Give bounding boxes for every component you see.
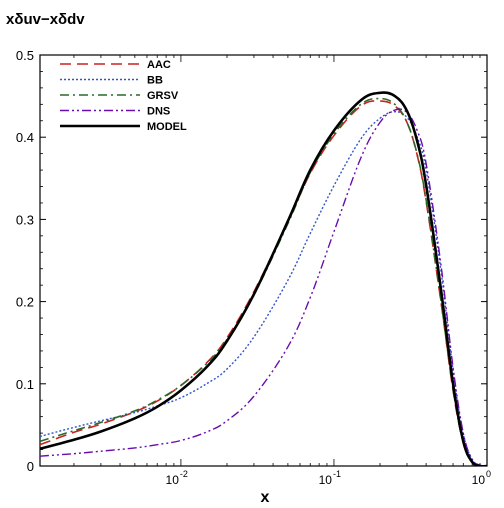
y-tick-label: 0.2 [16,295,34,310]
x-tick-label: 10 -2 [166,469,188,487]
x-tick-exp: 0 [486,469,491,479]
x-tick-base: 10 [472,473,486,487]
x-tick-label: 10 0 [472,469,491,487]
x-tick-base: 10 [319,473,333,487]
legend: AAC BB GRSV DNS MODEL [60,59,187,133]
x-tick-label: 10 -1 [319,469,341,487]
legend-label: BB [147,75,163,87]
y-tick-label: 0.1 [16,377,34,392]
y-tick-label: 0 [27,459,34,474]
x-axis-label: x [261,489,270,506]
chart-title: xδuv−xδdv [6,11,85,28]
legend-label: DNS [147,106,170,118]
x-tick-base: 10 [166,473,180,487]
legend-label: AAC [147,59,171,71]
series-layer [40,91,487,466]
x-tick-exp: -1 [333,469,341,479]
y-tick-label: 0.4 [16,130,34,145]
x-tick-exp: -2 [180,469,188,479]
legend-label: MODEL [147,121,187,133]
plot-frame [39,54,488,467]
y-tick-label: 0.3 [16,212,34,227]
y-tick-label: 0.5 [16,48,34,63]
axes: 00.10.20.30.40.510 -2 10 -1 10 0 [16,48,491,487]
legend-label: GRSV [147,90,179,102]
series-line-dns [40,108,487,466]
series-line-model [40,91,487,466]
